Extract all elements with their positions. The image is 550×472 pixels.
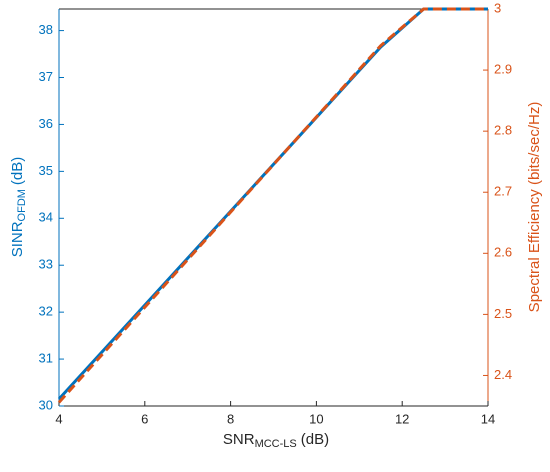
x-axis-label: SNRMCC-LS (dB) bbox=[223, 431, 329, 450]
y2-tick-label: 3 bbox=[494, 0, 501, 15]
y-tick-label: 35 bbox=[39, 163, 53, 178]
y-tick-label: 36 bbox=[39, 116, 53, 131]
x-label-suffix: (dB) bbox=[301, 431, 329, 448]
y2-tick-label: 2.7 bbox=[494, 184, 512, 199]
y-axis-label: SINROFDM (dB) bbox=[9, 157, 28, 258]
x-tick-label: 12 bbox=[395, 411, 409, 426]
y-tick-label: 30 bbox=[39, 397, 53, 412]
series-line bbox=[57, 7, 488, 400]
y-tick-label: 34 bbox=[39, 210, 53, 225]
y-tick-label: 33 bbox=[39, 257, 53, 272]
x-tick-label: 14 bbox=[481, 411, 495, 426]
y-tick-label: 31 bbox=[39, 351, 53, 366]
y-label-suffix: (dB) bbox=[9, 157, 26, 185]
x-tick-label: 6 bbox=[141, 411, 148, 426]
y-label-sub: OFDM bbox=[16, 189, 28, 221]
y-tick-label: 37 bbox=[39, 69, 53, 84]
x-tick-label: 10 bbox=[309, 411, 323, 426]
y-label-main: SINR bbox=[9, 221, 26, 257]
x-tick-label: 8 bbox=[227, 411, 234, 426]
x-label-main: SNR bbox=[223, 431, 255, 448]
y2-axis-label: Spectral Efficiency (bits/sec/Hz) bbox=[526, 102, 543, 313]
x-label-sub: MCC-LS bbox=[255, 438, 297, 450]
x-tick-label: 4 bbox=[55, 411, 62, 426]
series-line bbox=[57, 7, 488, 404]
y-tick-label: 32 bbox=[39, 304, 53, 319]
y2-tick-label: 2.6 bbox=[494, 245, 512, 260]
y-tick-label: 38 bbox=[39, 22, 53, 37]
y2-tick-label: 2.4 bbox=[494, 367, 512, 382]
y2-tick-label: 2.8 bbox=[494, 123, 512, 138]
y2-tick-label: 2.5 bbox=[494, 306, 512, 321]
y2-tick-label: 2.9 bbox=[494, 62, 512, 77]
